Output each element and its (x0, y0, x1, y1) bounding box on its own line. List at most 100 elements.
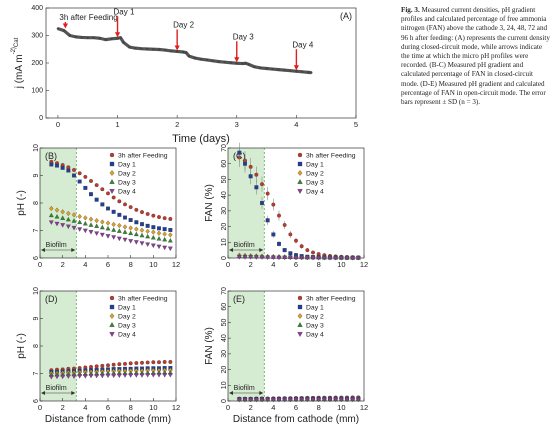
x-tick-label: 12 (172, 403, 180, 412)
data-point (282, 248, 287, 253)
data-point (83, 185, 88, 190)
data-point (122, 41, 125, 44)
data-point (80, 36, 83, 39)
data-point (305, 248, 310, 253)
data-point (157, 226, 161, 231)
data-point (327, 397, 333, 403)
legend-label: Day 2 (306, 314, 324, 321)
data-point (99, 373, 105, 379)
data-point (242, 255, 248, 260)
x-tick-label: 12 (172, 260, 180, 269)
biofilm-region (228, 291, 265, 401)
data-point (167, 238, 173, 243)
data-point (77, 227, 83, 232)
data-point (72, 168, 76, 172)
data-point (150, 243, 156, 249)
y-tick-label: 400 (31, 5, 43, 12)
biofilm-arrowhead-right (71, 248, 76, 252)
y-tick-label: 7 (33, 228, 40, 232)
x-tick-label: 10 (149, 403, 157, 412)
legend-marker (109, 322, 115, 327)
data-point (111, 373, 117, 379)
y-axis-label: j (mA m-2)Cat (11, 37, 25, 89)
x-tick-label: 8 (129, 403, 133, 412)
biofilm-label: Biofilm (46, 242, 67, 249)
data-point (277, 241, 281, 246)
legend-marker (109, 332, 115, 337)
data-point (122, 229, 128, 234)
legend-label: Day 4 (118, 189, 136, 196)
data-point (145, 228, 150, 234)
data-point (157, 360, 161, 365)
feeding-arrowhead (62, 23, 68, 29)
data-point (122, 224, 128, 230)
caption-text: Measured current densities, pH gradient … (401, 6, 550, 107)
data-point (321, 397, 327, 403)
data-point (128, 205, 133, 210)
y-tick-label: 20 (221, 223, 228, 231)
data-point (168, 232, 173, 238)
data-point (162, 231, 167, 237)
data-point (211, 59, 215, 62)
data-point (157, 215, 161, 219)
data-point (282, 223, 287, 227)
data-point (77, 171, 82, 176)
legend-marker (297, 332, 303, 337)
legend-marker (109, 152, 115, 158)
data-point (77, 213, 82, 220)
feeding-label: Day 2 (173, 20, 194, 29)
feeding-label: 3h after Feeding (59, 13, 117, 22)
x-tick-label: 12 (360, 403, 368, 412)
feeding-label: Day 4 (292, 40, 313, 49)
data-point (187, 54, 191, 58)
x-tick-label: 2 (61, 403, 65, 412)
y-tick-label: 0 (221, 399, 228, 403)
data-point (111, 209, 116, 214)
biofilm-region (228, 148, 265, 258)
data-point (301, 70, 304, 74)
data-point (321, 256, 327, 261)
feeding-arrowhead (293, 65, 299, 71)
data-point (162, 373, 168, 378)
data-point (205, 58, 209, 62)
data-point (134, 207, 139, 212)
data-point (265, 191, 270, 196)
legend-marker (297, 170, 303, 176)
data-point (254, 185, 259, 190)
legend-marker (109, 179, 115, 184)
y-tick-label: 8 (33, 344, 40, 348)
y-tick-label: 8 (33, 201, 40, 205)
data-point (83, 215, 88, 221)
data-point (158, 48, 161, 51)
data-point (338, 256, 344, 261)
data-point (134, 361, 139, 365)
data-point (140, 47, 143, 50)
data-point (116, 373, 122, 379)
data-point (71, 218, 77, 223)
data-point (288, 232, 293, 237)
panel-letter: (E) (233, 294, 245, 304)
data-point (140, 360, 144, 365)
y-tick-label: 0 (39, 115, 43, 122)
data-point (168, 216, 173, 221)
data-point (54, 214, 60, 219)
data-point (82, 220, 88, 226)
data-point (89, 192, 93, 197)
data-point (116, 228, 122, 233)
data-point (54, 221, 60, 227)
legend-marker (109, 189, 115, 194)
data-point (128, 373, 134, 378)
data-point (156, 236, 162, 241)
legend-marker (297, 161, 303, 167)
data-point (68, 34, 72, 37)
data-point (119, 36, 122, 39)
data-point (94, 373, 100, 379)
data-point (307, 71, 310, 74)
y-tick-label: 40 (221, 191, 228, 199)
data-point (65, 374, 71, 379)
legend-label: Day 2 (306, 171, 324, 178)
data-point (111, 227, 117, 232)
data-point (282, 397, 288, 403)
data-point (294, 238, 298, 243)
